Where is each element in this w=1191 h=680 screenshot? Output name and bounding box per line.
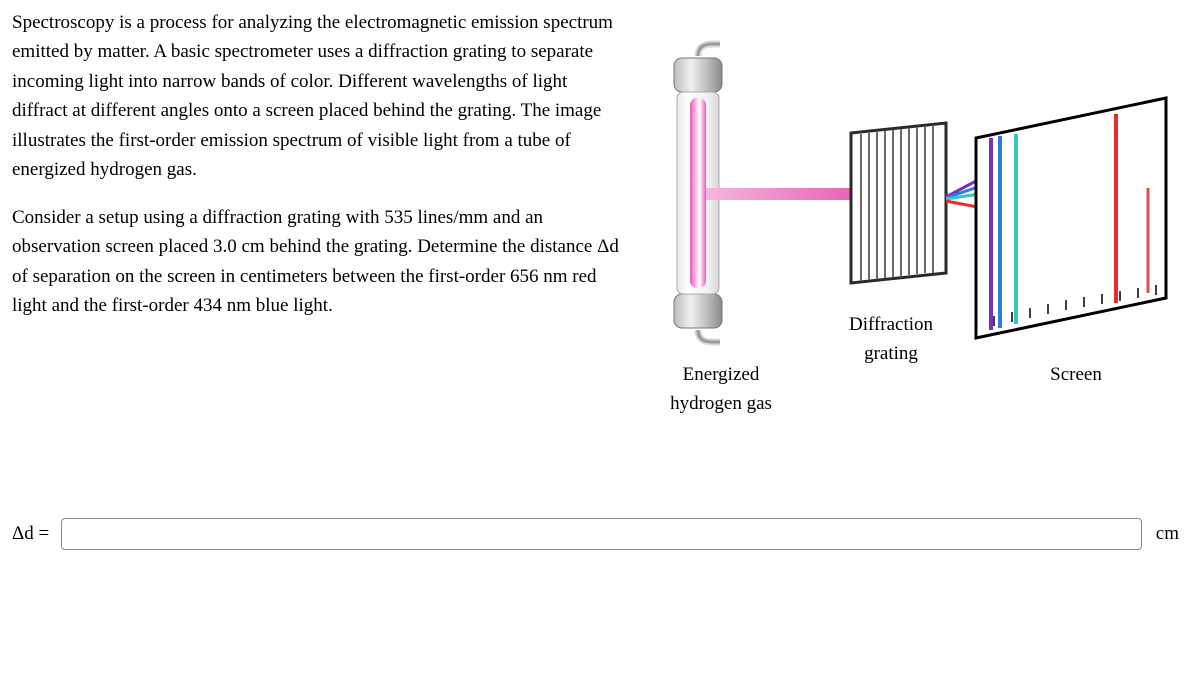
question-text: Spectroscopy is a process for analyzing … — [12, 8, 622, 360]
label-grating-line1: Diffraction — [826, 310, 956, 339]
label-screen: Screen — [1026, 360, 1126, 389]
answer-row: Δd = cm — [12, 518, 1179, 550]
spectroscopy-diagram: Energized hydrogen gas Diffraction grati… — [646, 8, 1179, 360]
screen-icon — [976, 98, 1166, 338]
label-grating-line2: grating — [826, 339, 956, 368]
paragraph-question: Consider a setup using a diffraction gra… — [12, 203, 622, 321]
answer-label: Δd = — [12, 519, 49, 548]
label-tube-line2: hydrogen gas — [656, 389, 786, 418]
light-beam-icon — [706, 188, 866, 200]
paragraph-intro: Spectroscopy is a process for analyzing … — [12, 8, 622, 185]
answer-unit: cm — [1156, 519, 1179, 548]
diffraction-grating-icon — [851, 123, 946, 283]
label-tube-line1: Energized — [656, 360, 786, 389]
answer-input[interactable] — [61, 518, 1142, 550]
